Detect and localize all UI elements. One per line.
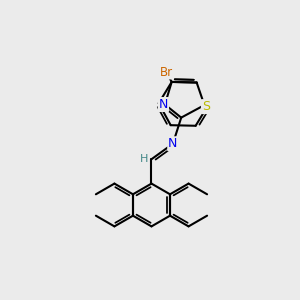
Text: S: S <box>202 100 210 113</box>
Text: N: N <box>159 98 168 111</box>
Text: H: H <box>140 154 148 164</box>
Text: N: N <box>168 137 178 150</box>
Text: Br: Br <box>160 65 173 79</box>
